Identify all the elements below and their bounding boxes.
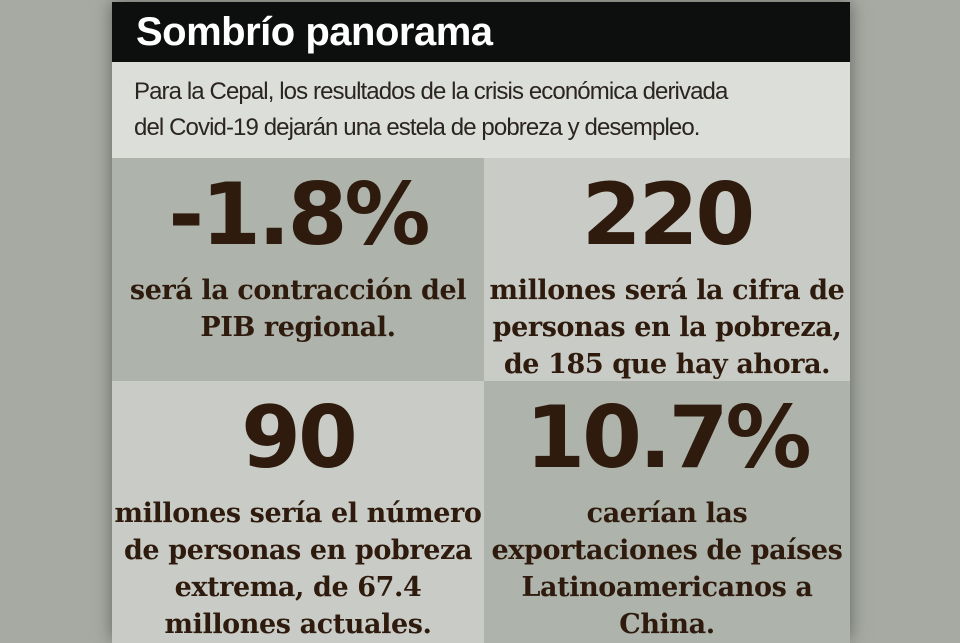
infographic-panel: Sombrío panorama Para la Cepal, los resu… (112, 2, 850, 643)
stat-caption-extreme-poverty: millones sería el número de personas en … (114, 498, 482, 640)
stat-card-exports-china: 10.7% caerían las exportaciones de paíse… (484, 381, 850, 643)
stat-value-exports-china: 10.7% (525, 388, 811, 488)
stat-caption-exports-china: caerían las exportaciones de países Lati… (491, 498, 843, 640)
stats-grid: -1.8% será la contracción del PIB region… (112, 158, 850, 643)
stat-value-extreme-poverty: 90 (241, 388, 358, 488)
stat-caption-pib-contraction: será la contracción del PIB regional. (129, 275, 467, 343)
page-title: Sombrío panorama (136, 10, 493, 54)
subtitle-text: Para la Cepal, los resultados de la cris… (134, 78, 728, 141)
stat-card-poverty-total: 220 millones será la cifra de personas e… (484, 158, 850, 381)
stat-value-poverty-total: 220 (581, 165, 756, 265)
stat-card-pib-contraction: -1.8% será la contracción del PIB region… (112, 158, 484, 381)
subtitle-bar: Para la Cepal, los resultados de la cris… (112, 62, 850, 158)
stat-value-pib-contraction: -1.8% (168, 165, 430, 265)
stat-caption-poverty-total: millones será la cifra de personas en la… (489, 275, 845, 380)
stat-card-extreme-poverty: 90 millones sería el número de personas … (112, 381, 484, 643)
header-bar: Sombrío panorama (112, 2, 850, 62)
